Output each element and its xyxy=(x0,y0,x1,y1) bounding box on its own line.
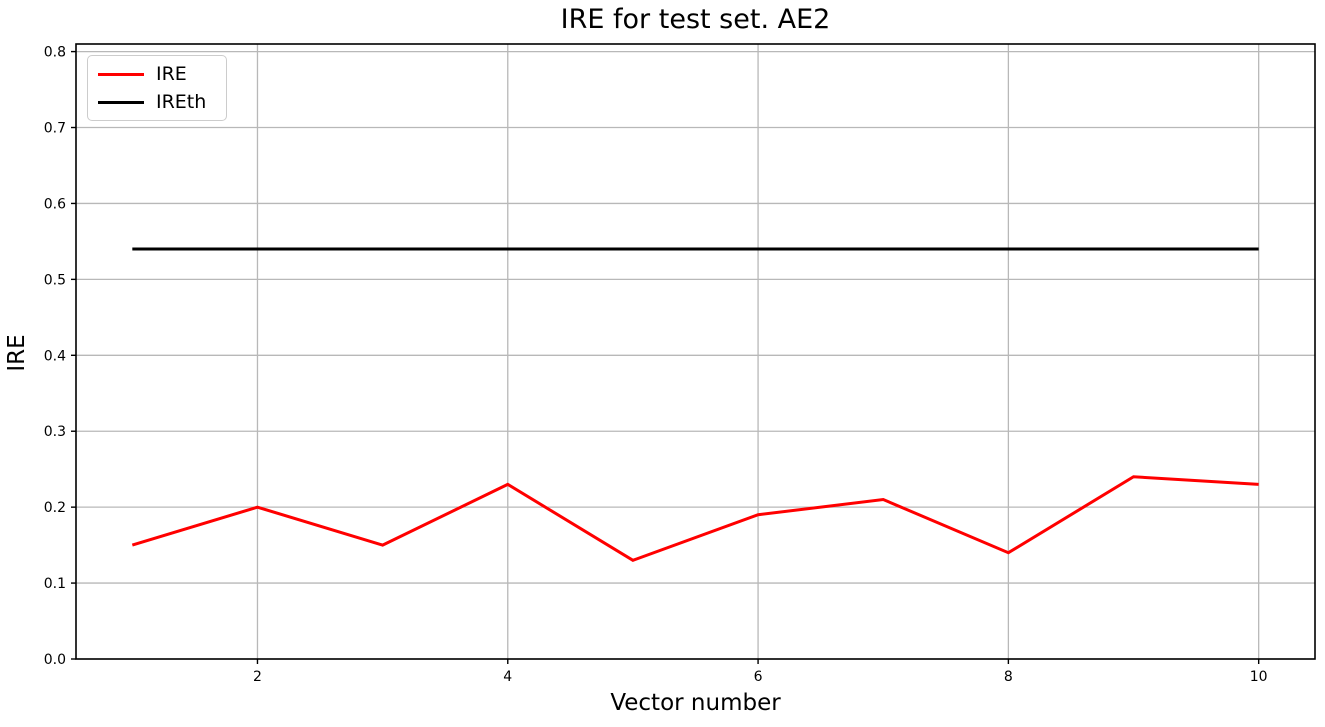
legend-entry-ireth: IREth xyxy=(98,90,216,113)
y-tick-label: 0.4 xyxy=(44,348,66,364)
y-tick-label: 0.8 xyxy=(44,45,66,61)
series-line-ire xyxy=(131,475,1259,562)
y-tick-label: 0.3 xyxy=(44,424,66,440)
y-tick-label: 0.1 xyxy=(44,576,66,592)
ire-line-swatch xyxy=(98,72,144,76)
y-tick-label: 0.7 xyxy=(44,121,66,137)
y-tick-label: 0.6 xyxy=(44,196,66,212)
legend-entry-ire: IRE xyxy=(98,62,216,85)
legend: IRE IREth xyxy=(87,55,227,121)
ireth-line-swatch xyxy=(98,100,144,104)
axes-background xyxy=(76,44,1315,659)
y-tick-label: 0.2 xyxy=(44,500,66,516)
x-tick-label: 2 xyxy=(253,669,262,685)
legend-label-ireth: IREth xyxy=(156,90,207,113)
chart-title: IRE for test set. AE2 xyxy=(560,4,831,35)
axes-frame xyxy=(75,43,1316,660)
y-tick-label: 0.0 xyxy=(44,652,66,668)
x-tick-label: 4 xyxy=(503,669,512,685)
y-tick-label: 0.5 xyxy=(44,272,66,288)
y-axis-label: IRE xyxy=(4,334,30,372)
x-axis-label: Vector number xyxy=(610,690,781,716)
x-tick-label: 8 xyxy=(1004,669,1013,685)
x-tick-label: 6 xyxy=(754,669,763,685)
legend-label-ire: IRE xyxy=(156,62,187,85)
x-tick-label: 10 xyxy=(1250,669,1268,685)
